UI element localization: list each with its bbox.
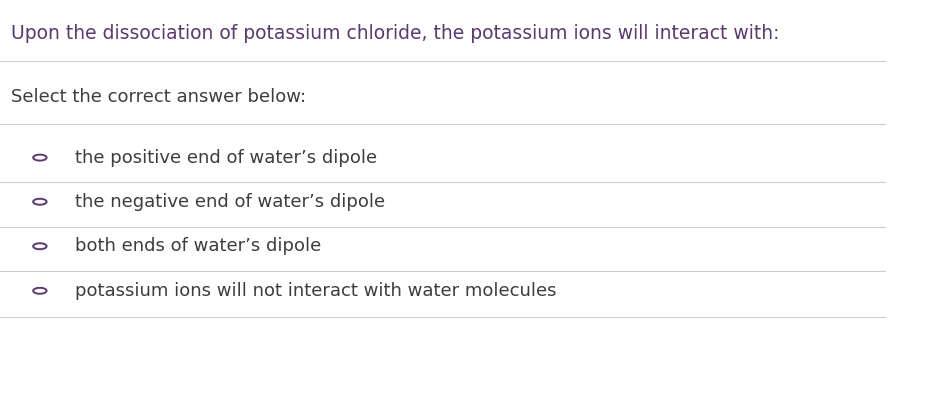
Text: both ends of water’s dipole: both ends of water’s dipole — [75, 237, 321, 255]
Text: the positive end of water’s dipole: the positive end of water’s dipole — [75, 149, 377, 167]
Text: Select the correct answer below:: Select the correct answer below: — [10, 87, 305, 106]
Text: Upon the dissociation of potassium chloride, the potassium ions will interact wi: Upon the dissociation of potassium chlor… — [10, 24, 779, 43]
Text: the negative end of water’s dipole: the negative end of water’s dipole — [75, 193, 385, 211]
Text: potassium ions will not interact with water molecules: potassium ions will not interact with wa… — [75, 282, 556, 300]
